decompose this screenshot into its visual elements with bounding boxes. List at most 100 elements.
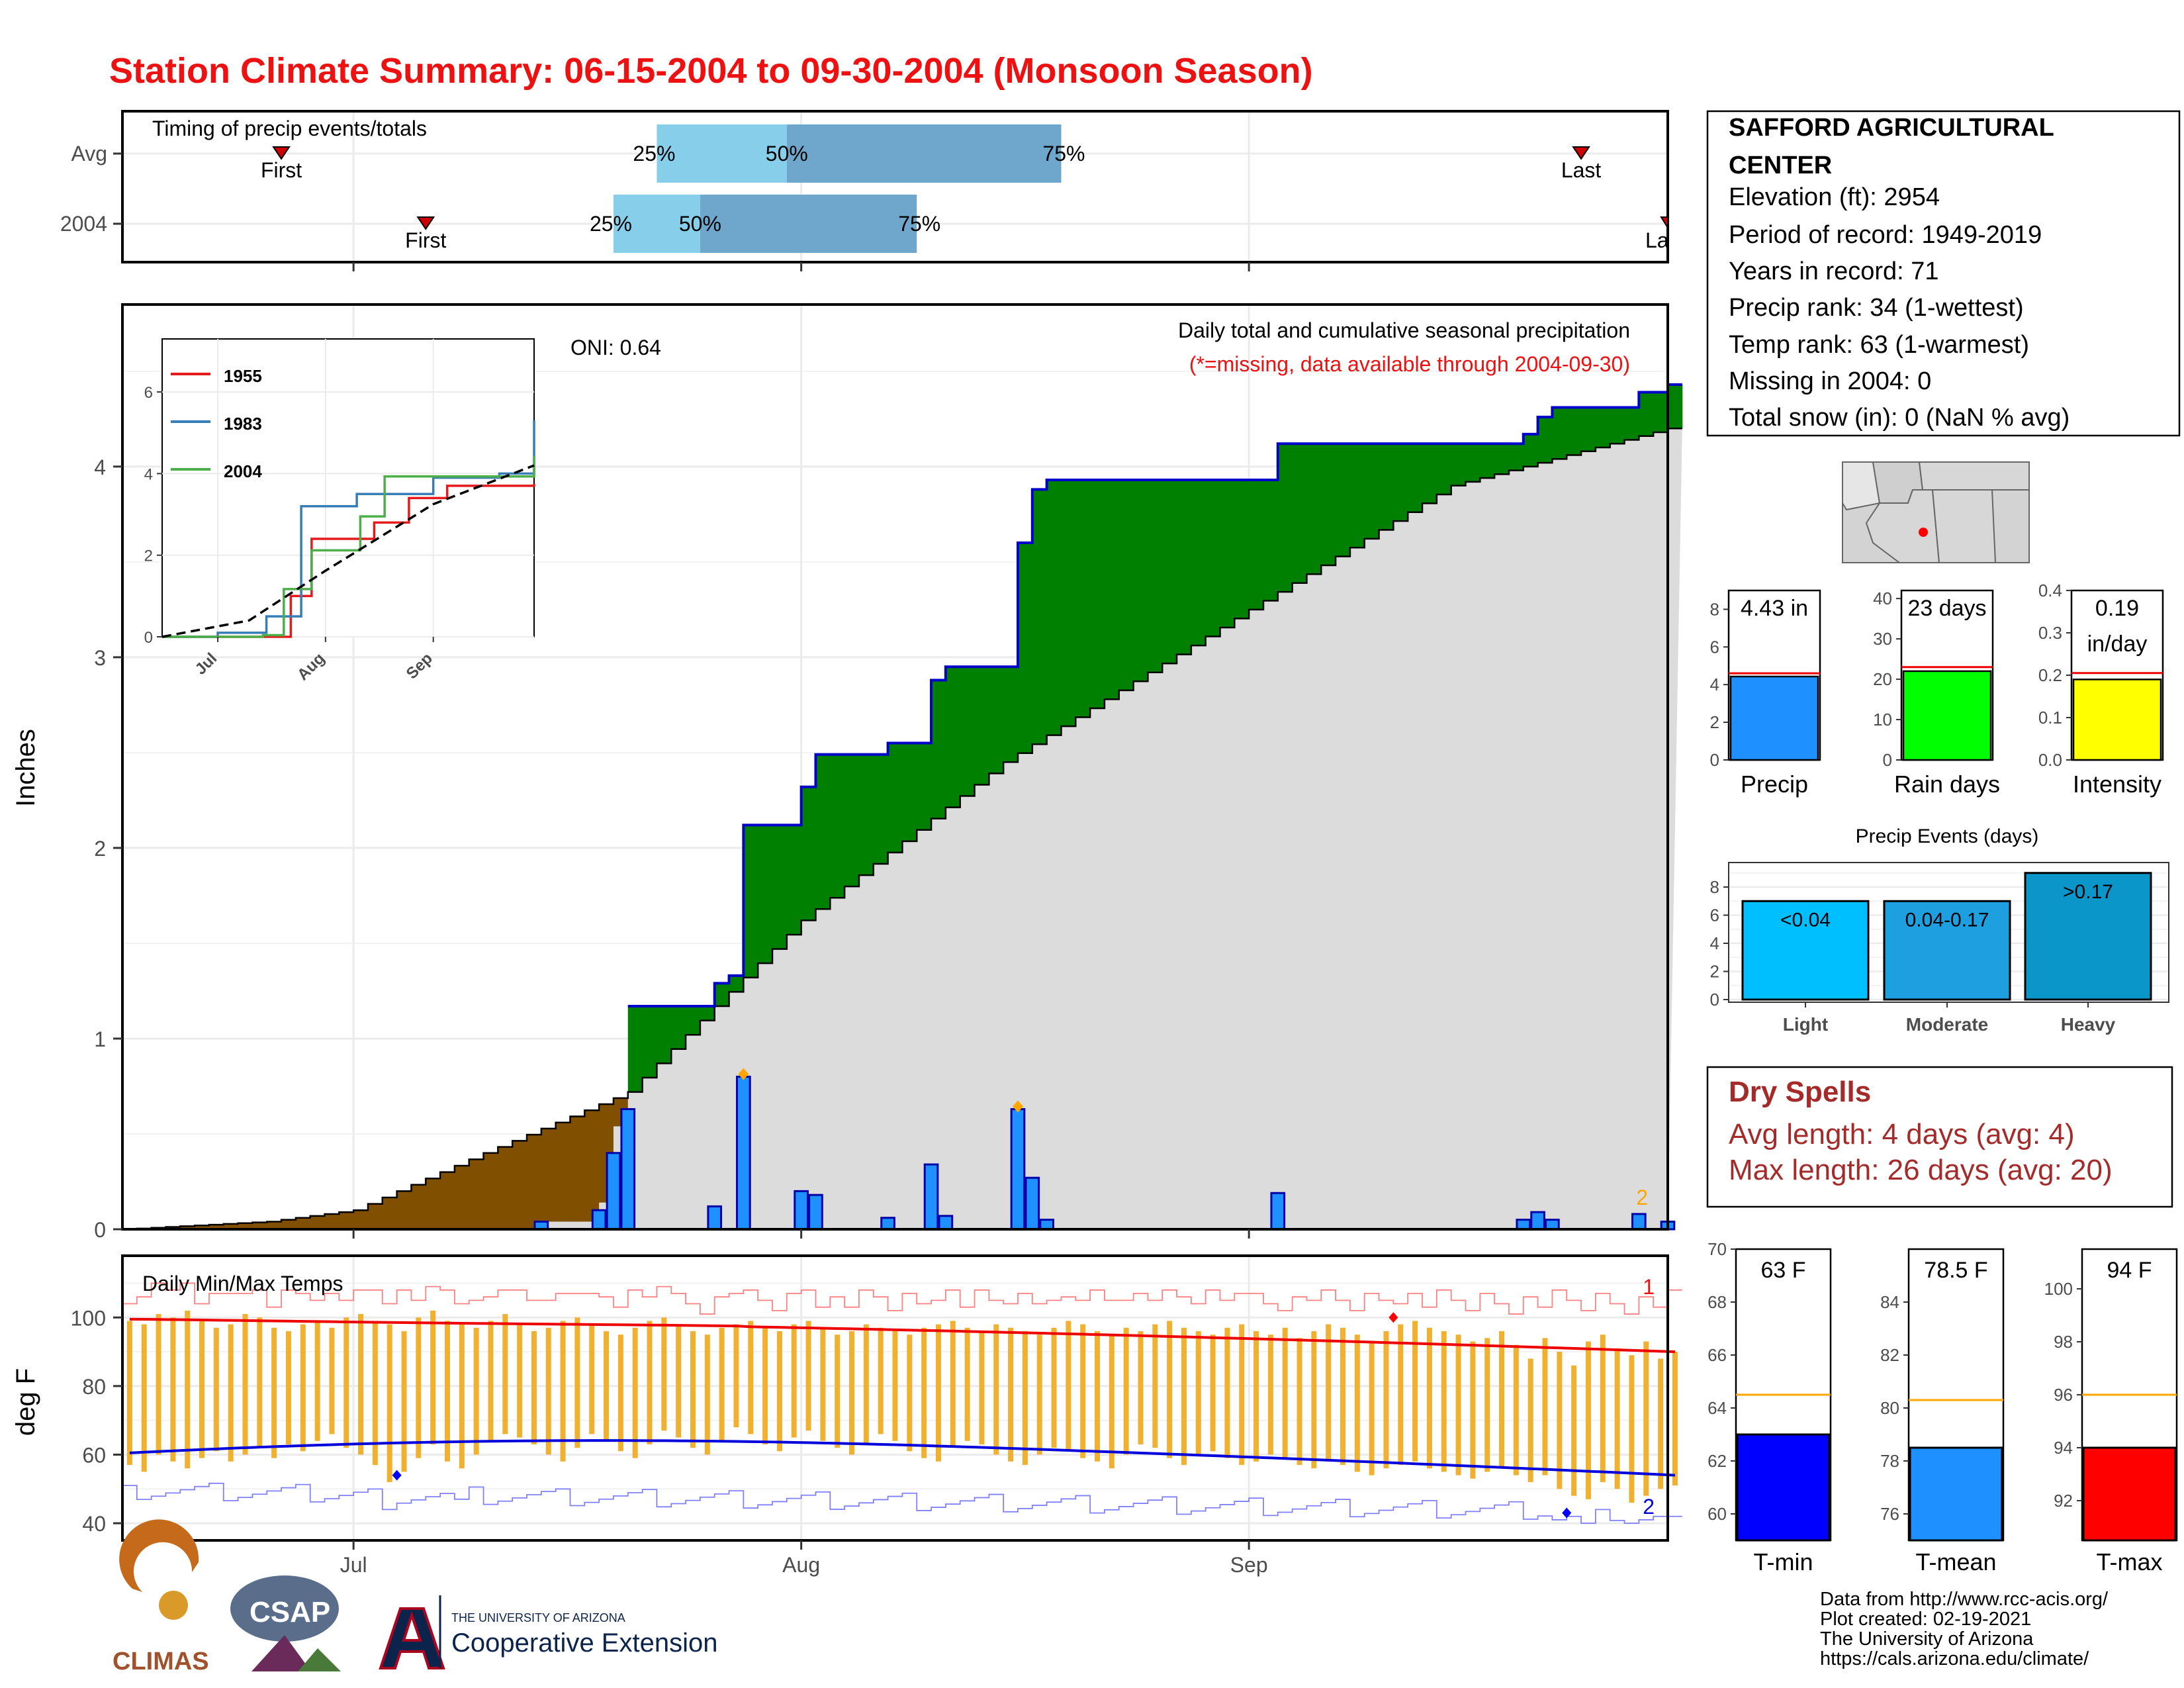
temp-range-bar (517, 1324, 523, 1438)
dry-spells-max: Max length: 26 days (avg: 20) (1729, 1154, 2113, 1186)
events-y-tick-label: 4 (1710, 933, 1719, 953)
tmin-record-marker (392, 1470, 402, 1481)
daily-precip-bar (1530, 1211, 1545, 1231)
temp-range-bar (1080, 1324, 1086, 1458)
summary-bar-tick-label: 8 (1710, 599, 1719, 619)
temp-range-bar (733, 1324, 739, 1428)
events-title: Precip Events (days) (1856, 825, 2039, 847)
tmax-record-line (122, 1282, 1682, 1315)
station-precip-rank: Precip rank: 34 (1-wettest) (1729, 294, 2024, 322)
daily-precip-bar (1270, 1192, 1286, 1231)
timing-avg-q2-bar (786, 124, 1062, 183)
temp-range-bar (647, 1321, 653, 1444)
inset-frame (161, 338, 535, 637)
temp-summary-value: 63 F (1760, 1258, 1805, 1283)
map-colorado (1918, 461, 2030, 491)
surplus-area (627, 384, 1683, 1092)
temp-range-bar (950, 1321, 956, 1448)
tmax-record-marker (1388, 1312, 1398, 1323)
temp-range-bar (1167, 1321, 1173, 1458)
temp-range-bar (617, 1335, 623, 1452)
temp-range-bar (372, 1321, 378, 1466)
temp-summary-tick-label: 66 (1707, 1345, 1727, 1365)
summary-bar-value: 0.19 (2095, 596, 2139, 621)
timing-bars: 25% 50% 75% First Last 25% 50% 75% First La (261, 124, 1669, 253)
temp-range-bar (1484, 1338, 1490, 1472)
timing-avg-p25-label: 25% (633, 142, 675, 165)
timing-2004-p50-label: 50% (679, 212, 721, 236)
deficit-area (136, 1098, 628, 1229)
summary-bar-tick-label: 30 (1873, 629, 1892, 649)
events-category-label: Heavy (2061, 1014, 2116, 1035)
daily-precip-bar (923, 1163, 939, 1231)
precip-panel-frame (121, 303, 1669, 1231)
temp-range-bar (358, 1314, 364, 1455)
temp-range-bar (805, 1321, 811, 1431)
station-info-frame (1706, 110, 2181, 437)
temp-range-bar (1253, 1331, 1259, 1462)
temp-y-label: deg F (11, 1368, 40, 1436)
summary-bar-tick-label: 0 (1710, 750, 1719, 770)
temp-range-bar (1066, 1321, 1071, 1452)
summary-bar-tick-label: 20 (1873, 669, 1892, 689)
temp-range-bar (1354, 1335, 1360, 1472)
temp-range-bar (964, 1327, 970, 1441)
temp-summary-tick-label: 98 (2054, 1332, 2073, 1352)
temp-range-bar (907, 1335, 913, 1452)
precip-y-tick-label: 0 (94, 1218, 106, 1242)
summary-bar-tick-label: 0 (1883, 750, 1892, 770)
station-name-line2: CENTER (1729, 152, 1832, 179)
summary-bar-value: 23 days (1907, 596, 1986, 621)
temp-range-bar (1542, 1338, 1548, 1476)
dry-spells-frame (1706, 1066, 2173, 1208)
temp-range-bar (776, 1331, 782, 1452)
temp-average-lines (129, 1312, 1676, 1519)
temp-range-bar (1398, 1324, 1404, 1466)
station-period: Period of record: 1949-2019 (1729, 221, 2042, 249)
temp-range-bar (1527, 1358, 1533, 1482)
temp-range-bar (878, 1327, 884, 1434)
temp-range-bar (604, 1331, 610, 1441)
summary-bar-tick-label: 0.1 (2038, 708, 2062, 727)
temp-range-bar (459, 1324, 465, 1469)
temp-range-bar (1152, 1324, 1158, 1448)
daily-precip-bar (591, 1209, 607, 1231)
temp-range-bar (1195, 1331, 1201, 1455)
temp-range-bar (242, 1314, 248, 1455)
temp-range-bar (502, 1314, 508, 1434)
inset-line-1955 (162, 483, 535, 638)
temp-range-bar (1426, 1327, 1432, 1469)
temp-range-bar (1383, 1331, 1389, 1469)
timing-avg-last-marker (1572, 146, 1590, 160)
temp-y-axis: 40 60 80 100 (71, 1306, 122, 1536)
climas-wordmark: CLIMAS (113, 1648, 209, 1675)
footer-created: Plot created: 02-19-2021 (1820, 1609, 2031, 1630)
temp-summary-bar-t-max (2082, 1446, 2177, 1542)
temp-range-bar (1340, 1327, 1345, 1466)
timing-2004-last-marker (1660, 216, 1668, 230)
temp-range-bar (791, 1324, 797, 1438)
precip-y-tick-label: 4 (94, 455, 106, 479)
events-category-label: Light (1783, 1014, 1828, 1035)
temp-summary-tick-label: 84 (1880, 1292, 1899, 1312)
timing-2004-p25-label: 25% (590, 212, 632, 236)
temp-range-bar (979, 1331, 985, 1444)
temp-range-bar (748, 1321, 754, 1434)
summary-bar-tick-label: 0.2 (2038, 665, 2062, 685)
temp-range-bar (1181, 1327, 1187, 1466)
temp-summary-value: 78.5 F (1924, 1258, 1987, 1283)
temp-range-bar (1095, 1331, 1101, 1462)
temp-range-bar (661, 1317, 667, 1431)
temp-range-bar (1557, 1352, 1563, 1489)
summary-bar-tick-label: 0.3 (2038, 623, 2062, 643)
temp-range-bar (401, 1331, 407, 1472)
daily-precip-bar (606, 1152, 621, 1231)
daily-precip-bar (1516, 1219, 1531, 1231)
temp-range-bar (863, 1324, 869, 1444)
tmin-record-count: 2 (1643, 1495, 1655, 1519)
events-y-tick-label: 2 (1710, 962, 1719, 982)
timing-panel: 25% 50% 75% First Last 25% 50% 75% First La Timin… (60, 110, 1669, 271)
climas-sun (159, 1591, 188, 1620)
normal-cumulative-line (122, 427, 1682, 1231)
